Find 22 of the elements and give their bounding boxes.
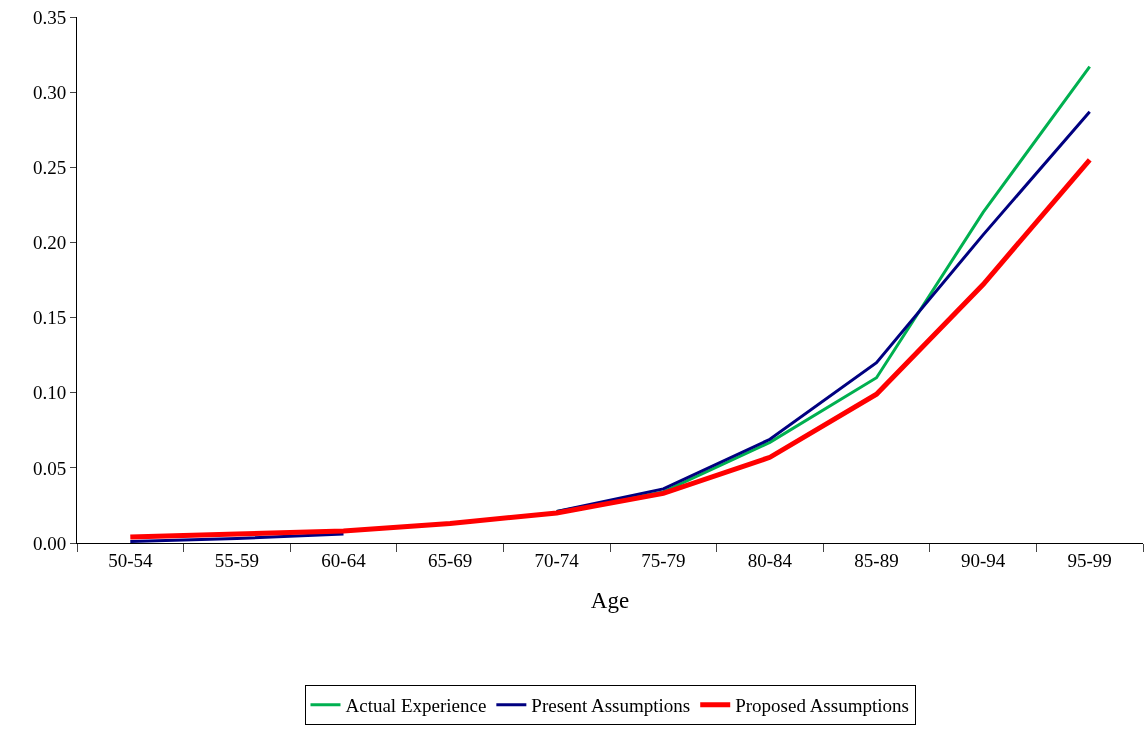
x-tick-label: 80-84 bbox=[747, 549, 793, 571]
x-tick-label: 60-64 bbox=[321, 549, 367, 571]
legend-label: Actual Experience bbox=[345, 695, 487, 717]
y-tick-label: 0.15 bbox=[32, 307, 67, 329]
x-tick-label: 90-94 bbox=[960, 549, 1006, 571]
y-tick-label: 0.20 bbox=[32, 232, 67, 254]
y-tick-label: 0.00 bbox=[32, 532, 67, 554]
x-tick-label: 50-54 bbox=[108, 549, 153, 571]
y-tick-label: 0.35 bbox=[32, 6, 67, 28]
y-tick-label: 0.30 bbox=[32, 81, 67, 103]
x-tick-label: 55-59 bbox=[214, 549, 260, 571]
x-tick-label: 95-99 bbox=[1067, 549, 1112, 571]
x-tick-label: 75-79 bbox=[641, 549, 686, 571]
legend-label: Present Assumptions bbox=[531, 695, 691, 717]
y-tick-label: 0.25 bbox=[32, 156, 67, 178]
x-tick-label: 85-89 bbox=[854, 549, 899, 571]
y-tick-label: 0.05 bbox=[32, 457, 67, 479]
y-tick-label: 0.10 bbox=[32, 382, 67, 404]
x-tick-label: 70-74 bbox=[534, 549, 580, 571]
legend-label: Proposed Assumptions bbox=[735, 695, 909, 717]
x-tick-label: 65-69 bbox=[427, 549, 473, 571]
x-axis-title: Age bbox=[590, 588, 630, 614]
